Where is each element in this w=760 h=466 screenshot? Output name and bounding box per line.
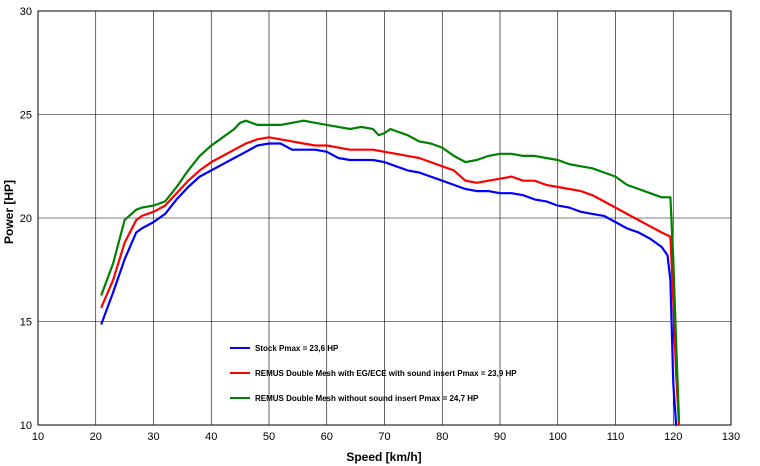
x-tick-label: 120 bbox=[664, 431, 682, 443]
y-tick-labels: 10 15 20 25 30 bbox=[20, 6, 32, 432]
x-tick-label: 50 bbox=[263, 431, 275, 443]
y-tick-label: 10 bbox=[20, 420, 32, 432]
legend-label-stock: Stock Pmax = 23,6 HP bbox=[255, 344, 339, 353]
x-tick-label: 30 bbox=[147, 431, 159, 443]
series-lines bbox=[100, 119, 681, 427]
x-tick-label: 40 bbox=[205, 431, 217, 443]
legend-label-remus-sound-insert: REMUS Double Mesh with EG/ECE with sound… bbox=[255, 369, 517, 378]
y-tick-label: 30 bbox=[20, 6, 32, 18]
legend-label-remus-no-insert: REMUS Double Mesh without sound insert P… bbox=[255, 394, 479, 403]
series-line-remus-no-insert bbox=[100, 119, 681, 422]
grid-lines bbox=[38, 11, 731, 425]
x-tick-label: 90 bbox=[494, 431, 506, 443]
y-axis-title: Power [HP] bbox=[2, 180, 16, 244]
series-line-remus-sound-insert bbox=[100, 136, 681, 427]
x-axis-title: Speed [km/h] bbox=[346, 450, 421, 464]
legend: Stock Pmax = 23,6 HP REMUS Double Mesh w… bbox=[230, 344, 517, 403]
x-tick-label: 100 bbox=[549, 431, 567, 443]
x-tick-label: 110 bbox=[607, 431, 625, 443]
x-tick-labels: 10 20 30 40 50 60 70 80 90 100 110 120 130 bbox=[32, 431, 740, 443]
x-tick-label: 20 bbox=[90, 431, 102, 443]
x-tick-label: 130 bbox=[722, 431, 740, 443]
x-tick-label: 10 bbox=[32, 431, 44, 443]
y-tick-label: 25 bbox=[20, 110, 32, 122]
x-tick-label: 60 bbox=[321, 431, 333, 443]
y-tick-label: 20 bbox=[20, 213, 32, 225]
series-line-stock bbox=[100, 142, 678, 427]
y-tick-label: 15 bbox=[20, 317, 32, 329]
x-tick-label: 80 bbox=[436, 431, 448, 443]
x-tick-label: 70 bbox=[378, 431, 390, 443]
